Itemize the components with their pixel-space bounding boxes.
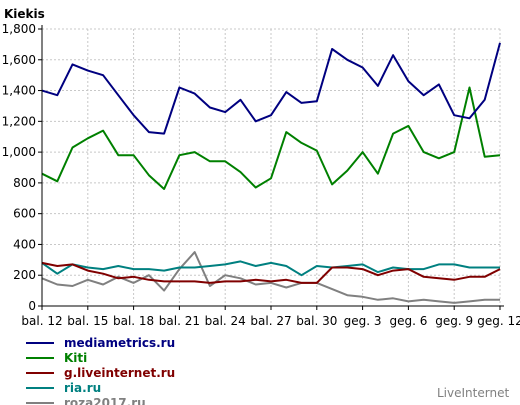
axes: [38, 25, 504, 310]
legend-label-kiti: Kiti: [64, 351, 87, 365]
y-tick-label: 1,000: [2, 145, 36, 159]
x-tick-label: bal. 21: [159, 314, 200, 328]
x-tick-labels: bal. 12 bal. 15 bal. 18 bal. 21 bal. 24 bal. …: [21, 314, 520, 328]
x-tick-label: bal. 30: [296, 314, 337, 328]
x-tick-label: bal. 27: [250, 314, 291, 328]
legend-label-roza2017-ru: roza2017.ru: [64, 396, 146, 405]
y-tick-label: 1,600: [2, 53, 36, 67]
x-tick-label: bal. 18: [113, 314, 154, 328]
y-tick-label: 1,800: [2, 22, 36, 36]
legend-label-g-liveinternet-ru: g.liveinternet.ru: [64, 366, 175, 380]
brand-label: LiveInternet: [437, 386, 509, 400]
series-line-roza2017-ru: [41, 251, 500, 304]
x-tick-label: geg. 9: [435, 314, 473, 328]
x-tick-label: bal. 12: [21, 314, 62, 328]
x-tick-label: geg. 3: [344, 314, 382, 328]
legend-label-ria-ru: ria.ru: [64, 381, 101, 395]
y-tick-label: 400: [13, 237, 36, 251]
x-tick-label: bal. 15: [67, 314, 108, 328]
y-tick-label: 1,400: [2, 84, 36, 98]
legend-label-mediametrics-ru: mediametrics.ru: [64, 336, 175, 350]
series-line-g-liveinternet-ru: [41, 261, 501, 284]
x-tick-label: geg. 6: [389, 314, 427, 328]
y-tick-label: 0: [28, 299, 36, 313]
x-tick-label: bal. 24: [205, 314, 246, 328]
grid: [41, 28, 501, 306]
series-lines: [41, 42, 501, 304]
y-axis-title: Kiekis: [4, 7, 45, 21]
x-tick-label: geg. 12: [477, 314, 520, 328]
y-tick-label: 1,200: [2, 114, 36, 128]
series-line-mediametrics-ru: [41, 42, 501, 135]
y-tick-label: 200: [13, 268, 36, 282]
series-line-kiti: [41, 86, 501, 190]
y-tick-labels: 0 200 400 600 800 1,000 1,200 1,400 1,600 1,800: [2, 22, 36, 313]
legend: mediametrics.ruKitig.liveinternet.ruria.…: [26, 336, 175, 405]
series-line-ria-ru: [41, 260, 500, 277]
y-tick-label: 600: [13, 207, 36, 221]
y-tick-label: 800: [13, 176, 36, 190]
